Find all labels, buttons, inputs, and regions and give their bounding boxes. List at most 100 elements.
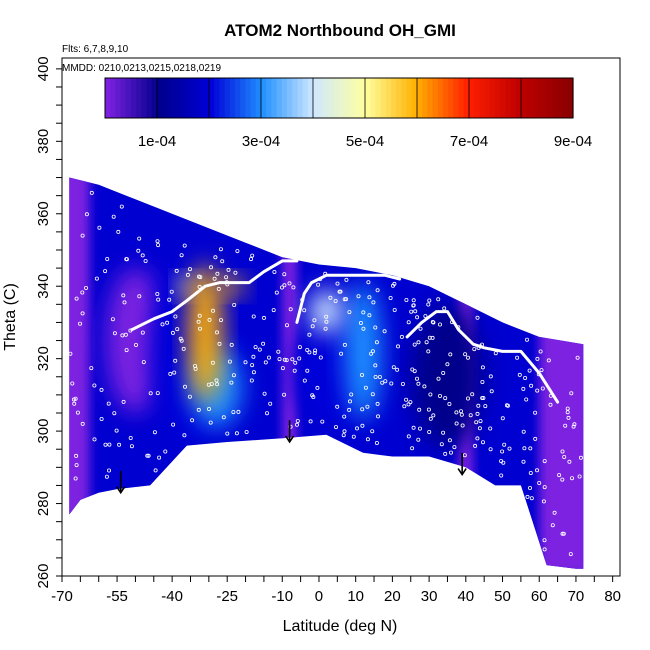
colorbar-cell [240,78,246,118]
colorbar-cell [515,78,522,118]
sample-marker [300,297,305,302]
arrow-head [457,468,467,477]
x-axis: -70 -55 -40 -25 -10 0 10 20 30 40 50 60 70 80 [51,575,621,605]
sample-marker [475,436,480,441]
sample-marker [215,271,220,276]
colorbar-cell [495,78,501,118]
x-tick-label: -40 [161,588,183,605]
colorbar-cell [214,78,220,118]
colorbar-cell [479,78,486,118]
sample-marker [548,402,553,407]
sample-marker [399,334,404,339]
sample-marker [263,360,268,365]
colorbar-cell [417,78,423,118]
sample-marker [231,410,236,415]
sample-marker [488,447,493,452]
colorbar-cell [115,78,122,118]
sample-marker [284,323,289,328]
y-tick-label: 300 [35,419,52,444]
sample-marker [370,349,375,354]
sample-marker [236,409,241,414]
sample-marker [140,253,145,258]
sample-marker [571,424,576,429]
sample-marker [356,294,361,299]
colorbar-cell [458,78,465,118]
x-tick-label: 20 [384,588,401,605]
sample-marker [128,435,133,440]
sample-marker [80,233,85,238]
sample-marker [426,302,431,307]
colorbar-cell [411,78,418,118]
sample-marker [533,410,538,415]
arrow-head [284,435,295,444]
sample-marker [155,391,160,396]
sample-marker [84,285,89,290]
sample-marker [196,319,201,324]
field-hotspot [218,277,244,296]
colorbar-cell [333,78,340,118]
sample-marker [575,355,580,360]
sample-marker [196,407,201,412]
sample-marker [460,423,465,428]
sample-marker [155,291,160,296]
sample-marker [565,406,570,411]
sample-marker [112,331,117,336]
x-tick-label: 80 [604,588,621,605]
sample-marker [99,416,104,421]
colorbar-cell [510,78,517,118]
colorbar-cell [235,78,241,118]
sample-marker [400,381,405,386]
sample-marker [163,449,168,454]
colorbar-cell [292,78,298,118]
colorbar-cell [437,78,444,118]
sample-marker [577,474,582,479]
sample-marker [171,422,176,427]
colorbar-cell [531,78,538,118]
sample-marker [349,392,354,397]
sample-marker [155,239,160,244]
colorbar-cell [287,78,293,118]
colorbar-cell [339,78,345,118]
sample-marker [370,392,375,397]
sample-marker [550,523,555,528]
sample-marker [480,379,485,384]
sample-marker [426,407,431,412]
x-tick-label: 70 [568,588,585,605]
sample-marker [75,410,80,415]
sample-marker [198,275,203,280]
colorbar-cell [401,78,408,118]
sample-marker [423,314,428,319]
sample-marker [415,315,420,320]
sample-marker [515,355,520,360]
y-tick-label: 360 [35,201,52,226]
sample-marker [181,346,186,351]
sample-marker [324,319,329,324]
sample-marker [145,453,150,458]
colorbar-cell [344,78,350,118]
sample-marker [221,415,226,420]
sample-marker [121,399,126,404]
sample-marker [232,302,237,307]
sample-marker [110,317,115,322]
colorbar-cell [328,78,335,118]
colorbar-cell [209,78,215,118]
sample-marker [120,333,125,338]
colorbar-cell [500,78,506,118]
sample-marker [472,347,477,352]
colorbar-cell [354,78,361,118]
sample-marker [568,552,573,557]
sample-marker [165,320,170,325]
plot-area [61,57,621,577]
sample-marker [561,531,566,536]
colorbar-cell [141,78,148,118]
sample-marker [463,352,468,357]
sample-marker [560,477,565,482]
sample-marker [406,402,411,407]
sample-marker [380,380,385,385]
colorbar-cell [261,78,267,118]
colorbar-cell [469,78,475,118]
x-tick-label: 40 [457,588,474,605]
sample-marker [535,388,540,393]
sample-marker [160,322,165,327]
sample-marker [74,296,79,301]
